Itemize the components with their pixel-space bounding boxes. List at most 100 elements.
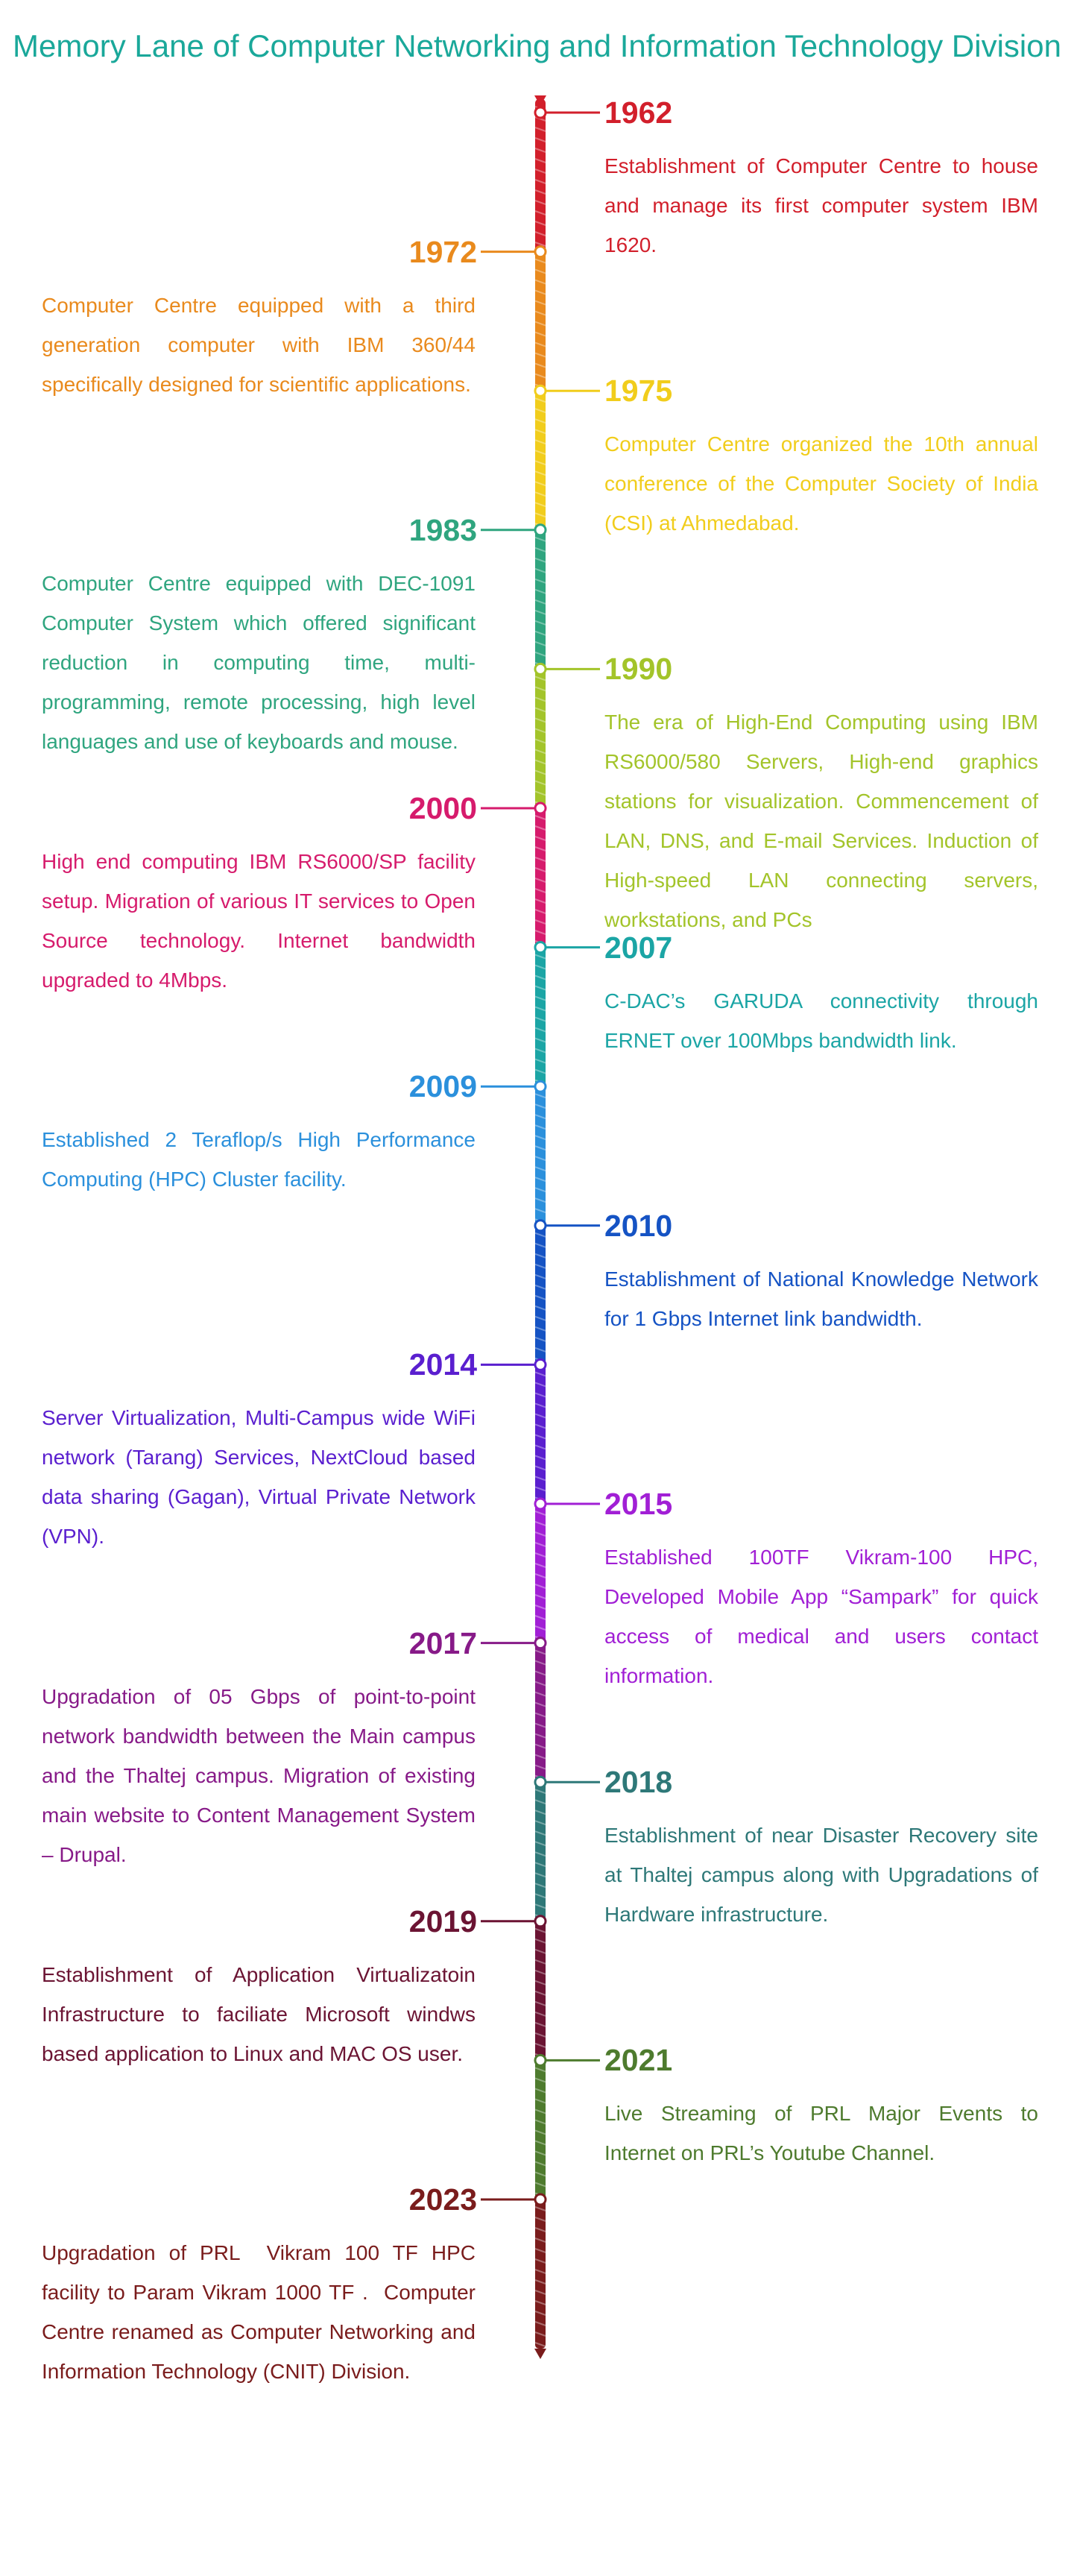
- chain-link: [534, 1862, 546, 1868]
- chain-link: [534, 1197, 546, 1203]
- timeline-segment: [535, 669, 546, 808]
- chain-link: [534, 878, 546, 883]
- chain-link: [534, 780, 546, 786]
- chain-link: [534, 1336, 546, 1342]
- chain-link: [534, 1371, 546, 1377]
- chain-link: [534, 1691, 546, 1697]
- chain-link: [534, 2248, 546, 2253]
- chain-link: [534, 1903, 546, 1909]
- chain-link: [534, 2238, 546, 2243]
- chain-link: [534, 1841, 546, 1847]
- chain-link: [534, 1511, 546, 1516]
- node: [534, 2193, 547, 2206]
- chain-link: [534, 1789, 546, 1795]
- chain-link: [534, 909, 546, 914]
- event-text: Established 2 Teraflop/s High Performanc…: [42, 1128, 481, 1191]
- chain-link: [534, 460, 546, 466]
- chain-link: [534, 1315, 546, 1321]
- chain-link: [534, 137, 546, 142]
- chain-link: [534, 1253, 546, 1259]
- event-year: 1983: [408, 512, 477, 547]
- chain-link: [534, 1392, 546, 1398]
- chain-link: [534, 2217, 546, 2222]
- event-text: Upgradation of PRL Vikram 100 TF HPC fac…: [42, 2241, 481, 2383]
- chain-link: [534, 1347, 546, 1352]
- event-text: Establishment of Computer Centre to hous…: [604, 154, 1044, 256]
- chain-link: [534, 1573, 546, 1578]
- timeline-segment: [535, 1643, 546, 1783]
- chain-link: [534, 1980, 546, 1985]
- chain-link: [534, 2290, 546, 2295]
- chain-link: [534, 127, 546, 132]
- chain-link: [534, 1531, 546, 1537]
- node: [534, 1915, 547, 1928]
- chain-link: [534, 1625, 546, 1631]
- chain-link: [534, 179, 546, 184]
- chain-link: [534, 717, 546, 723]
- chain-link: [534, 547, 546, 552]
- node: [534, 245, 547, 259]
- chain-link: [534, 1208, 546, 1214]
- event-text: Establishment of near Disaster Recovery …: [604, 1824, 1044, 1927]
- chain-link: [534, 2032, 546, 2038]
- event-year: 2014: [408, 1347, 477, 1382]
- event-text: High end computing IBM RS6000/SP facilit…: [42, 850, 481, 992]
- timeline-segment: [535, 1921, 546, 2061]
- chain-link: [534, 1605, 546, 1610]
- chain-link: [534, 738, 546, 744]
- timeline-segment: [535, 251, 546, 391]
- chain-link: [534, 898, 546, 904]
- event-year: 1962: [604, 95, 673, 130]
- node: [534, 1637, 547, 1650]
- event-year: 1975: [604, 374, 673, 409]
- chain-link: [534, 481, 546, 487]
- chain-link: [534, 1006, 546, 1012]
- chain-link: [534, 1273, 546, 1279]
- event-text: Computer Centre equipped with DEC-1091 C…: [42, 571, 481, 753]
- chain-link: [534, 1764, 546, 1770]
- chain-link: [534, 1733, 546, 1739]
- chain-link: [534, 1305, 546, 1311]
- chain-link: [534, 930, 546, 935]
- chain-link: [534, 1799, 546, 1805]
- chain-link: [534, 1893, 546, 1899]
- chain-link: [534, 2011, 546, 2017]
- timeline-segment: [535, 99, 546, 252]
- event-text: Computer Centre organized the 10th annua…: [604, 432, 1044, 535]
- chain-link: [534, 1615, 546, 1620]
- node: [534, 106, 547, 119]
- chain-link: [534, 651, 546, 657]
- chain-link: [534, 815, 546, 820]
- chain-link: [534, 919, 546, 925]
- chain-link: [534, 1722, 546, 1728]
- chain-link: [534, 1465, 546, 1471]
- timeline-segment: [535, 529, 546, 670]
- chain-link: [534, 1594, 546, 1599]
- chain-link: [534, 2067, 546, 2073]
- chain-link: [534, 373, 546, 379]
- timeline-segment: [535, 1086, 546, 1226]
- chain-link: [534, 2161, 546, 2167]
- chain-link: [534, 2258, 546, 2264]
- chain-link: [534, 2227, 546, 2232]
- chain-link: [534, 321, 546, 327]
- chain-link: [534, 1486, 546, 1492]
- chain-link: [534, 1027, 546, 1033]
- timeline-top: [534, 95, 546, 106]
- chain-link: [534, 2077, 546, 2083]
- chain-link: [534, 2342, 546, 2347]
- page-title: Memory Lane of Computer Networking and I…: [13, 28, 1061, 63]
- chain-link: [534, 954, 546, 960]
- chain-link: [534, 1969, 546, 1975]
- chain-link: [534, 620, 546, 626]
- chain-link: [534, 1990, 546, 1996]
- chain-link: [534, 1124, 546, 1130]
- chain-link: [534, 2109, 546, 2114]
- chain-link: [534, 2311, 546, 2316]
- chain-link: [534, 352, 546, 358]
- chain-link: [534, 2088, 546, 2094]
- chain-link: [534, 609, 546, 615]
- timeline-tip: [534, 2349, 546, 2359]
